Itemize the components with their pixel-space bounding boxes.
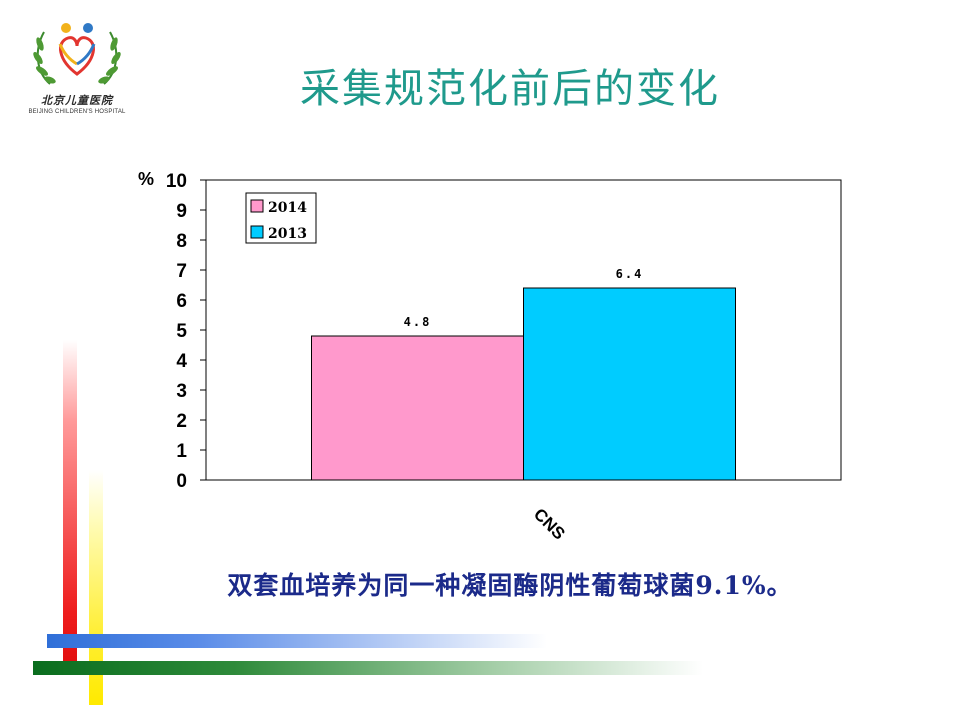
slide-title: 采集规范化前后的变化 (300, 66, 720, 112)
decor-red-bar (63, 340, 77, 662)
legend-label-2013: 2013 (268, 226, 307, 242)
y-tick-label: 8 (176, 231, 187, 252)
bar-value-label-2014: 4.8 (404, 315, 432, 329)
decor-blue-bar (47, 634, 547, 648)
logo-chinese-name: 北京儿童医院 (41, 94, 113, 107)
legend-label-2014: 2014 (268, 200, 307, 216)
y-tick-label: 4 (176, 351, 187, 372)
bar-2013 (523, 287, 736, 481)
hospital-emblem-icon (33, 23, 121, 85)
legend-swatch-2014 (250, 199, 264, 213)
bar-value-label-2013: 6.4 (616, 267, 644, 281)
y-tick-label: 5 (176, 321, 187, 342)
bar-2014 (311, 335, 524, 481)
logo-english-name: BEIJING CHILDREN'S HOSPITAL (28, 109, 126, 115)
legend-swatch-2013 (250, 225, 264, 239)
slide-note: 双套血培养为同一种凝固酶阴性葡萄球菌9.1%。 (227, 571, 793, 600)
hospital-logo: 北京儿童医院 BEIJING CHILDREN'S HOSPITAL (22, 14, 132, 118)
y-tick-label: 9 (176, 201, 187, 222)
y-tick-label: 1 (176, 441, 187, 462)
y-tick-label: 6 (176, 291, 187, 312)
y-tick-label: 10 (166, 171, 187, 192)
y-tick-label: 2 (176, 411, 187, 432)
x-category-label: CNS (530, 505, 569, 544)
y-tick-label: 7 (176, 261, 187, 282)
y-tick-label: 3 (176, 381, 187, 402)
decor-green-bar (33, 661, 703, 675)
y-tick-label: 0 (176, 471, 187, 492)
y-axis-label: % (138, 169, 154, 189)
